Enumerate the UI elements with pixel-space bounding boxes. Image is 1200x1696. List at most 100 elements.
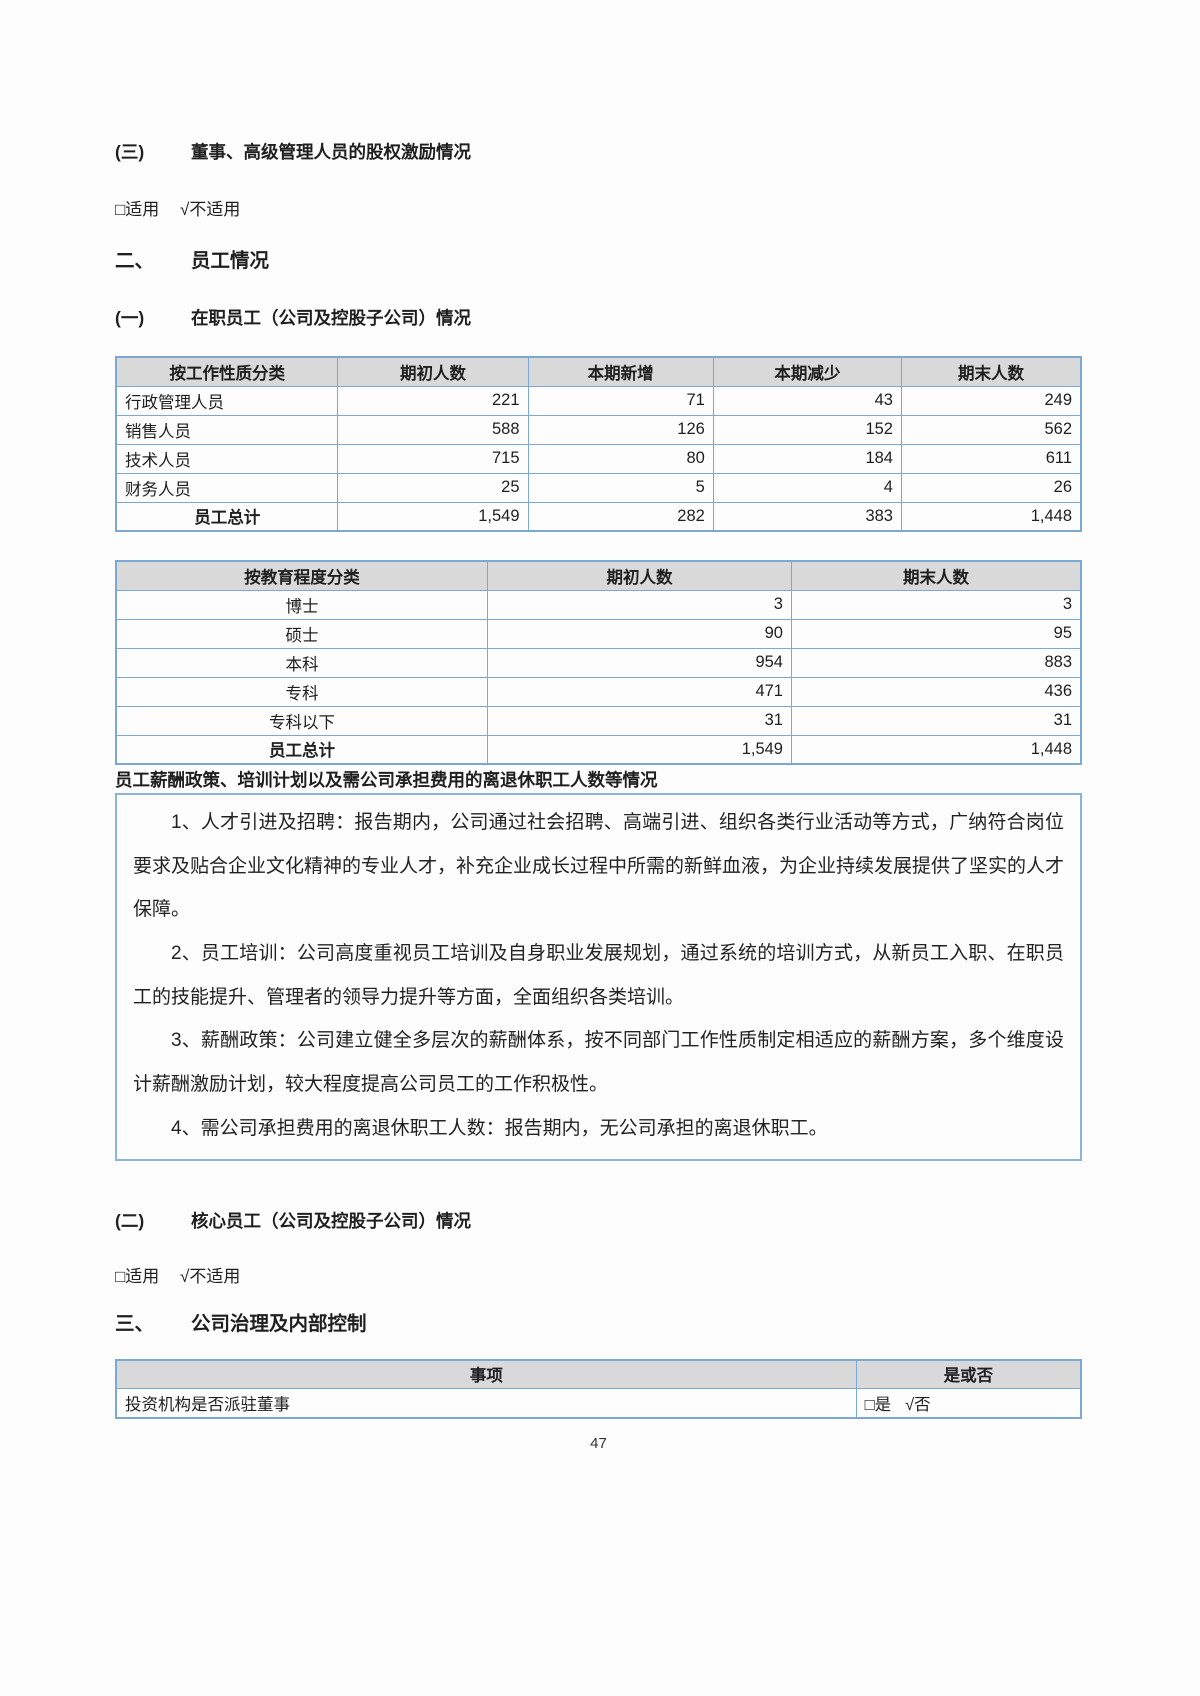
cell-value: 3 — [790, 589, 1082, 620]
cell-value: 1,549 — [337, 501, 529, 532]
cell-value: 71 — [527, 385, 714, 416]
column-header-item: 事项 — [115, 1359, 857, 1389]
cell-category: 本科 — [115, 647, 489, 678]
applicability-line-1: □适用 √不适用 — [115, 198, 1082, 222]
cell-value: 31 — [487, 705, 792, 736]
policy-text-box: 1、人才引进及招聘：报告期内，公司通过社会招聘、高端引进、组织各类行业活动等方式… — [115, 793, 1082, 1161]
policy-paragraph-recruiting: 1、人才引进及招聘：报告期内，公司通过社会招聘、高端引进、组织各类行业活动等方式… — [133, 812, 1065, 921]
cell-value: 471 — [487, 676, 792, 707]
cell-value: 588 — [337, 414, 529, 445]
section-heading-employees: 二、 员工情况 — [115, 248, 1082, 274]
table-row: 硕士 90 95 — [115, 618, 1082, 649]
table-row: 专科以下 31 31 — [115, 705, 1082, 736]
cell-category: 博士 — [115, 589, 489, 620]
cell-category: 行政管理人员 — [115, 385, 339, 416]
table-row: 销售人员 588 126 152 562 — [115, 414, 1082, 445]
cell-value: 954 — [487, 647, 792, 678]
governance-table: 事项 是或否 投资机构是否派驻董事 □是 √否 — [115, 1358, 1082, 1419]
section-title: 员工情况 — [191, 250, 270, 272]
policy-paragraph-training: 2、员工培训：公司高度重视员工培训及自身职业发展规划，通过系统的培训方式，从新员… — [133, 943, 1064, 1008]
section-title: 董事、高级管理人员的股权激励情况 — [191, 142, 471, 162]
table-header-row: 按教育程度分类 期初人数 期末人数 — [115, 560, 1082, 591]
cell-value: 95 — [790, 618, 1082, 649]
cell-value: 26 — [900, 472, 1082, 503]
cell-value: 715 — [337, 443, 529, 474]
page-number: 47 — [590, 1434, 607, 1452]
cell-total-label: 员工总计 — [115, 734, 489, 765]
cell-value: 4 — [712, 472, 902, 503]
table-row: 专科 471 436 — [115, 676, 1082, 707]
applicable-checkbox-unchecked: □适用 — [115, 200, 160, 219]
cell-value: 3 — [487, 589, 792, 620]
cell-value: 436 — [790, 676, 1082, 707]
table-total-row: 员工总计 1,549 1,448 — [115, 734, 1082, 765]
section-title: 公司治理及内部控制 — [191, 1312, 367, 1335]
not-applicable-checked: √不适用 — [180, 200, 241, 219]
not-applicable-checked: √不适用 — [180, 1266, 241, 1286]
cell-category: 财务人员 — [115, 472, 339, 503]
cell-value: 1,549 — [487, 734, 792, 765]
section-heading-governance: 三、 公司治理及内部控制 — [115, 1311, 1082, 1337]
cell-value: 282 — [527, 501, 714, 532]
table-row: 投资机构是否派驻董事 □是 √否 — [115, 1388, 1082, 1418]
cell-value: 249 — [900, 385, 1082, 416]
cell-category: 专科 — [115, 676, 489, 707]
cell-value: 43 — [712, 385, 902, 416]
cell-value: 1,448 — [900, 501, 1082, 532]
cell-category: 销售人员 — [115, 414, 339, 445]
cell-value: 221 — [337, 385, 529, 416]
policy-paragraph-salary: 3、薪酬政策：公司建立健全多层次的薪酬体系，按不同部门工作性质制定相适应的薪酬方… — [133, 1030, 1064, 1096]
section-number: (二) — [115, 1210, 145, 1231]
table-row: 财务人员 25 5 4 26 — [115, 472, 1082, 503]
cell-value: 184 — [712, 443, 902, 474]
section-heading-core-employees: (二) 核心员工（公司及控股子公司）情况 — [115, 1209, 1082, 1233]
table-header-row: 按工作性质分类 期初人数 本期新增 本期减少 期末人数 — [115, 356, 1082, 387]
cell-total-label: 员工总计 — [115, 501, 339, 532]
column-header-end-count: 期末人数 — [790, 560, 1082, 591]
section-heading-equity-incentive: (三) 董事、高级管理人员的股权激励情况 — [115, 140, 1082, 164]
table-row: 本科 954 883 — [115, 647, 1082, 678]
applicability-line-2: □适用 √不适用 — [115, 1265, 1082, 1289]
cell-category: 硕士 — [115, 618, 489, 649]
cell-governance-item: 投资机构是否派驻董事 — [115, 1388, 857, 1418]
cell-category: 专科以下 — [115, 705, 489, 736]
cell-value: 90 — [487, 618, 792, 649]
section-number: 二、 — [115, 250, 155, 272]
column-header-begin-count: 期初人数 — [337, 356, 529, 387]
cell-value: 611 — [900, 443, 1082, 474]
cell-value: 80 — [527, 443, 714, 474]
column-header-reduced: 本期减少 — [712, 356, 902, 387]
cell-governance-answer: □是 √否 — [855, 1388, 1082, 1418]
section-title: 核心员工（公司及控股子公司）情况 — [191, 1210, 471, 1231]
table-header-row: 事项 是或否 — [115, 1359, 1082, 1389]
section-number: (一) — [115, 308, 145, 328]
cell-category: 技术人员 — [115, 443, 339, 474]
table-row: 博士 3 3 — [115, 589, 1082, 620]
policy-paragraph-retirees: 4、需公司承担费用的离退休职工人数：报告期内，无公司承担的离退休职工。 — [171, 1117, 828, 1139]
yes-checkbox-unchecked: □是 — [864, 1395, 892, 1414]
table-row: 技术人员 715 80 184 611 — [115, 443, 1082, 474]
column-header-end-count: 期末人数 — [900, 356, 1082, 387]
cell-value: 562 — [900, 414, 1082, 445]
cell-value: 25 — [337, 472, 529, 503]
section-heading-active-employees: (一) 在职员工（公司及控股子公司）情况 — [115, 306, 1082, 330]
cell-value: 883 — [790, 647, 1082, 678]
column-header-added: 本期新增 — [527, 356, 714, 387]
column-header-begin-count: 期初人数 — [487, 560, 792, 591]
section-number: (三) — [115, 142, 145, 162]
cell-value: 126 — [527, 414, 714, 445]
no-checked: √否 — [905, 1395, 931, 1414]
table-total-row: 员工总计 1,549 282 383 1,448 — [115, 501, 1082, 532]
applicable-checkbox-unchecked: □适用 — [115, 1266, 160, 1286]
column-header-job-category: 按工作性质分类 — [115, 356, 339, 387]
cell-value: 383 — [712, 501, 902, 532]
employees-by-job-table: 按工作性质分类 期初人数 本期新增 本期减少 期末人数 行政管理人员 221 7… — [115, 356, 1082, 532]
cell-value: 1,448 — [790, 734, 1082, 765]
section-number: 三、 — [115, 1312, 155, 1335]
section-title: 在职员工（公司及控股子公司）情况 — [191, 308, 471, 328]
table-row: 行政管理人员 221 71 43 249 — [115, 385, 1082, 416]
cell-value: 31 — [790, 705, 1082, 736]
policy-section-title: 员工薪酬政策、培训计划以及需公司承担费用的离退休职工人数等情况 — [115, 770, 658, 790]
employees-by-education-table: 按教育程度分类 期初人数 期末人数 博士 3 3 硕士 90 95 本科 954… — [115, 560, 1082, 765]
